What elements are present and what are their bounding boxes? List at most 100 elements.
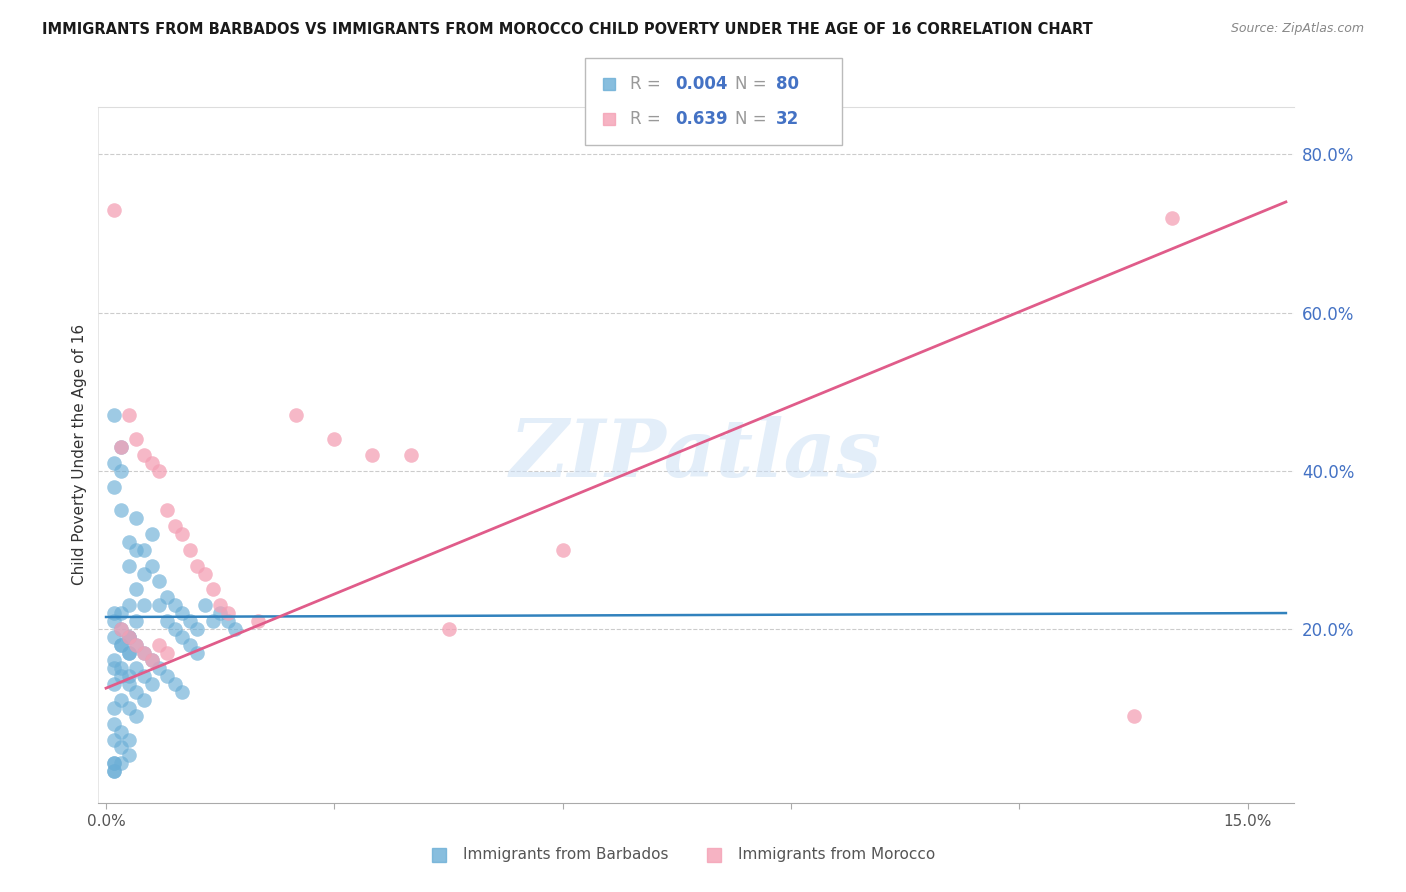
Point: [118, 630, 141, 644]
Point: [437, 622, 460, 636]
Text: ZIPatlas: ZIPatlas: [510, 417, 882, 493]
Point: [103, 479, 125, 493]
Text: R =: R =: [630, 75, 666, 93]
Point: [132, 542, 155, 557]
Point: [103, 701, 125, 715]
Point: [172, 527, 194, 541]
Point: [156, 646, 179, 660]
Point: [118, 677, 141, 691]
Point: [209, 598, 232, 612]
Point: [172, 606, 194, 620]
Point: [110, 693, 132, 707]
Point: [163, 519, 186, 533]
Point: [217, 606, 239, 620]
Point: [224, 622, 246, 636]
Point: [179, 638, 201, 652]
Point: [148, 464, 170, 478]
Point: [132, 669, 155, 683]
Point: [118, 732, 141, 747]
Text: Immigrants from Barbados: Immigrants from Barbados: [463, 847, 668, 863]
Point: [110, 606, 132, 620]
Point: [118, 669, 141, 683]
Text: 32: 32: [776, 110, 799, 128]
Point: [103, 756, 125, 771]
Point: [179, 614, 201, 628]
Point: [141, 456, 163, 470]
Point: [163, 622, 186, 636]
Point: [118, 534, 141, 549]
Point: [103, 661, 125, 675]
Text: Immigrants from Morocco: Immigrants from Morocco: [738, 847, 935, 863]
Point: [125, 511, 148, 525]
Point: [103, 716, 125, 731]
Point: [148, 661, 170, 675]
Point: [110, 622, 132, 636]
Point: [110, 440, 132, 454]
Point: [141, 527, 163, 541]
Text: 0.639: 0.639: [676, 110, 728, 128]
Point: [179, 542, 201, 557]
Point: [186, 558, 208, 573]
Point: [247, 614, 270, 628]
Point: [110, 756, 132, 771]
Point: [103, 630, 125, 644]
Point: [110, 724, 132, 739]
Point: [125, 638, 148, 652]
Point: [141, 677, 163, 691]
Point: [118, 748, 141, 763]
Point: [118, 409, 141, 423]
Point: [399, 448, 422, 462]
Point: [118, 646, 141, 660]
Text: IMMIGRANTS FROM BARBADOS VS IMMIGRANTS FROM MOROCCO CHILD POVERTY UNDER THE AGE : IMMIGRANTS FROM BARBADOS VS IMMIGRANTS F…: [42, 22, 1092, 37]
Point: [103, 202, 125, 217]
Point: [125, 661, 148, 675]
Point: [156, 591, 179, 605]
Point: [110, 638, 132, 652]
Point: [132, 693, 155, 707]
Point: [163, 598, 186, 612]
Point: [118, 646, 141, 660]
Point: [125, 614, 148, 628]
Point: [110, 669, 132, 683]
Point: [156, 669, 179, 683]
Point: [103, 409, 125, 423]
Text: R =: R =: [630, 110, 666, 128]
Text: N =: N =: [735, 110, 772, 128]
Point: [110, 740, 132, 755]
Point: [118, 630, 141, 644]
Point: [103, 732, 125, 747]
Point: [125, 582, 148, 597]
Point: [103, 606, 125, 620]
Text: Source: ZipAtlas.com: Source: ZipAtlas.com: [1230, 22, 1364, 36]
Point: [361, 448, 384, 462]
Point: [186, 622, 208, 636]
Point: [110, 440, 132, 454]
Point: [103, 764, 125, 779]
Point: [551, 542, 574, 557]
Point: [172, 630, 194, 644]
Point: [110, 638, 132, 652]
Point: [285, 409, 308, 423]
Point: [141, 653, 163, 667]
Point: [148, 598, 170, 612]
Point: [163, 677, 186, 691]
Point: [1122, 708, 1144, 723]
Point: [103, 756, 125, 771]
Point: [141, 558, 163, 573]
Point: [132, 448, 155, 462]
Point: [118, 558, 141, 573]
Point: [110, 503, 132, 517]
Point: [1160, 211, 1182, 225]
Point: [125, 432, 148, 446]
Point: [156, 614, 179, 628]
Point: [194, 598, 217, 612]
Point: [110, 661, 132, 675]
Point: [118, 598, 141, 612]
Point: [103, 614, 125, 628]
Point: [118, 701, 141, 715]
Point: [132, 646, 155, 660]
Point: [118, 630, 141, 644]
Point: [148, 638, 170, 652]
Point: [156, 503, 179, 517]
Text: 80: 80: [776, 75, 799, 93]
